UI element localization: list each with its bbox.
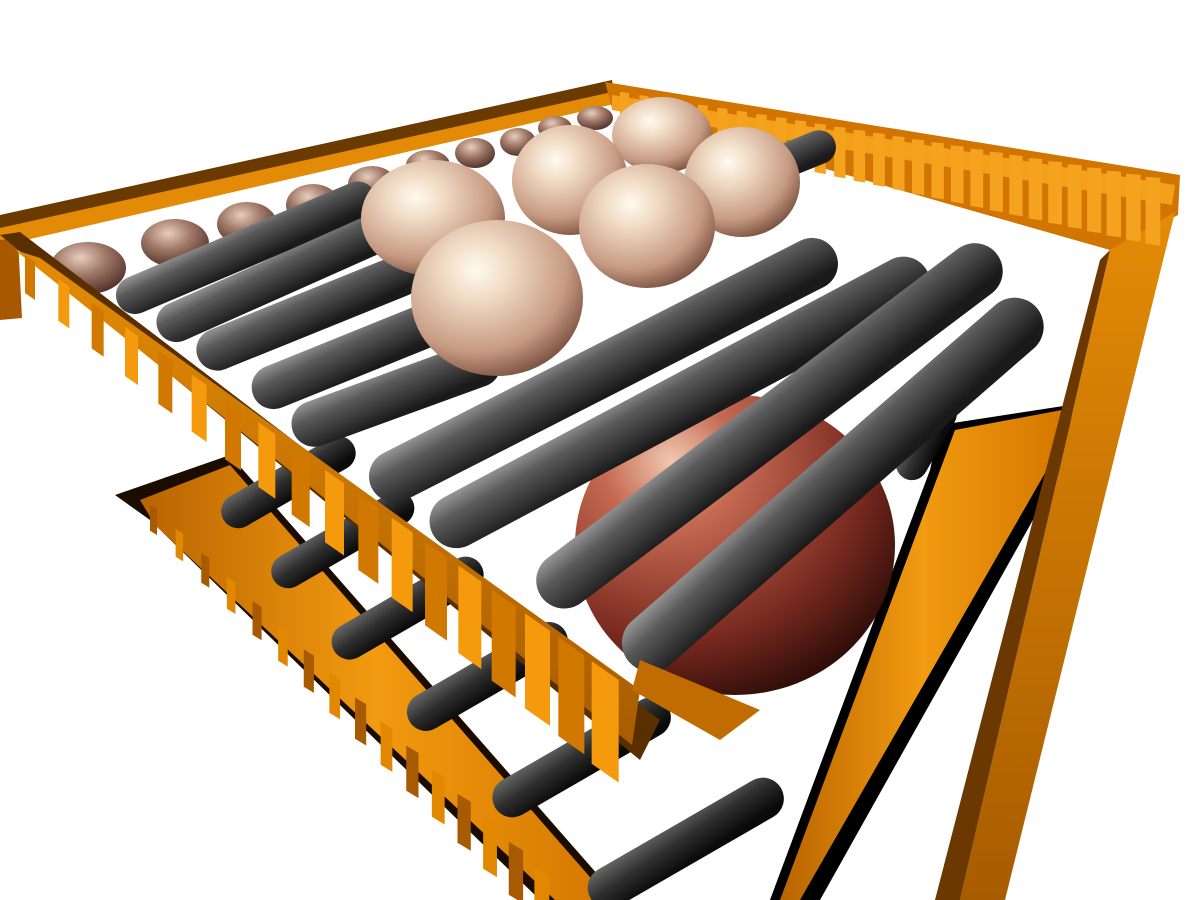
comb-tooth [970, 148, 984, 208]
rod [251, 295, 469, 410]
comb-tooth [491, 589, 516, 698]
comb-tooth [406, 745, 419, 799]
comb-tooth [191, 374, 207, 442]
comb-tooth [853, 129, 866, 183]
comb-tooth [892, 136, 905, 191]
comb-tooth [355, 697, 367, 746]
rod [621, 297, 1044, 672]
comb-tooth [175, 529, 184, 562]
comb-tooth [150, 505, 157, 535]
rod [368, 237, 838, 503]
comb-tooth [1106, 170, 1121, 238]
comb-tooth [483, 817, 497, 878]
rod [291, 341, 501, 447]
lower-left-rail-face [140, 465, 610, 900]
comb-tooth [391, 517, 413, 613]
comb-tooth [1048, 161, 1062, 225]
comb-tooth [911, 139, 925, 196]
rod [196, 254, 422, 371]
comb-tooth [201, 553, 210, 588]
comb-tooth [58, 278, 70, 329]
egg [577, 106, 613, 130]
comb-tooth [291, 446, 310, 528]
comb-tooth [226, 577, 236, 614]
comb-tooth [458, 565, 482, 670]
comb-tooth [1009, 154, 1023, 217]
comb-tooth [834, 126, 846, 179]
lower-right-rail-face [780, 410, 1064, 900]
egg [455, 138, 495, 168]
comb-tooth [258, 422, 276, 499]
comb-tooth [558, 637, 585, 755]
comb-tooth [989, 151, 1003, 213]
comb-tooth [950, 145, 964, 204]
comb-tooth [1126, 173, 1141, 242]
lower-rod [221, 436, 356, 529]
comb-tooth [534, 865, 550, 900]
rod [115, 181, 377, 315]
comb-tooth [508, 841, 524, 900]
comb-tooth [1087, 167, 1102, 234]
egg-large [579, 164, 715, 288]
comb-tooth [1028, 158, 1043, 221]
egg-large [684, 127, 800, 237]
egg-large [411, 220, 583, 376]
comb-tooth [1067, 164, 1082, 229]
comb-tooth [425, 541, 447, 641]
comb-tooth [252, 601, 262, 641]
comb-tooth [525, 613, 550, 726]
comb-tooth [873, 132, 885, 187]
corner-post [632, 660, 760, 740]
comb-tooth [325, 470, 344, 556]
egg-large [612, 97, 712, 173]
upper-front-comb [25, 255, 619, 783]
comb-tooth [591, 661, 619, 783]
comb-tooth [125, 326, 138, 386]
comb-tooth [431, 769, 445, 825]
comb-tooth [91, 302, 104, 357]
large-eggs [361, 97, 800, 376]
rod [429, 256, 931, 549]
comb-tooth [158, 350, 173, 414]
comb-tooth [225, 398, 241, 471]
lower-comb [150, 505, 550, 900]
upper-back-rail [0, 80, 615, 320]
comb-tooth [1145, 176, 1161, 246]
comb-tooth [380, 721, 393, 772]
rod [536, 243, 1003, 609]
comb-tooth [278, 625, 288, 667]
lower-rod [587, 777, 784, 900]
comb-tooth [25, 255, 35, 300]
comb-tooth [303, 649, 314, 693]
comb-tooth [329, 673, 341, 720]
comb-tooth [358, 493, 379, 584]
comb-tooth [931, 142, 944, 200]
comb-tooth [457, 793, 471, 851]
